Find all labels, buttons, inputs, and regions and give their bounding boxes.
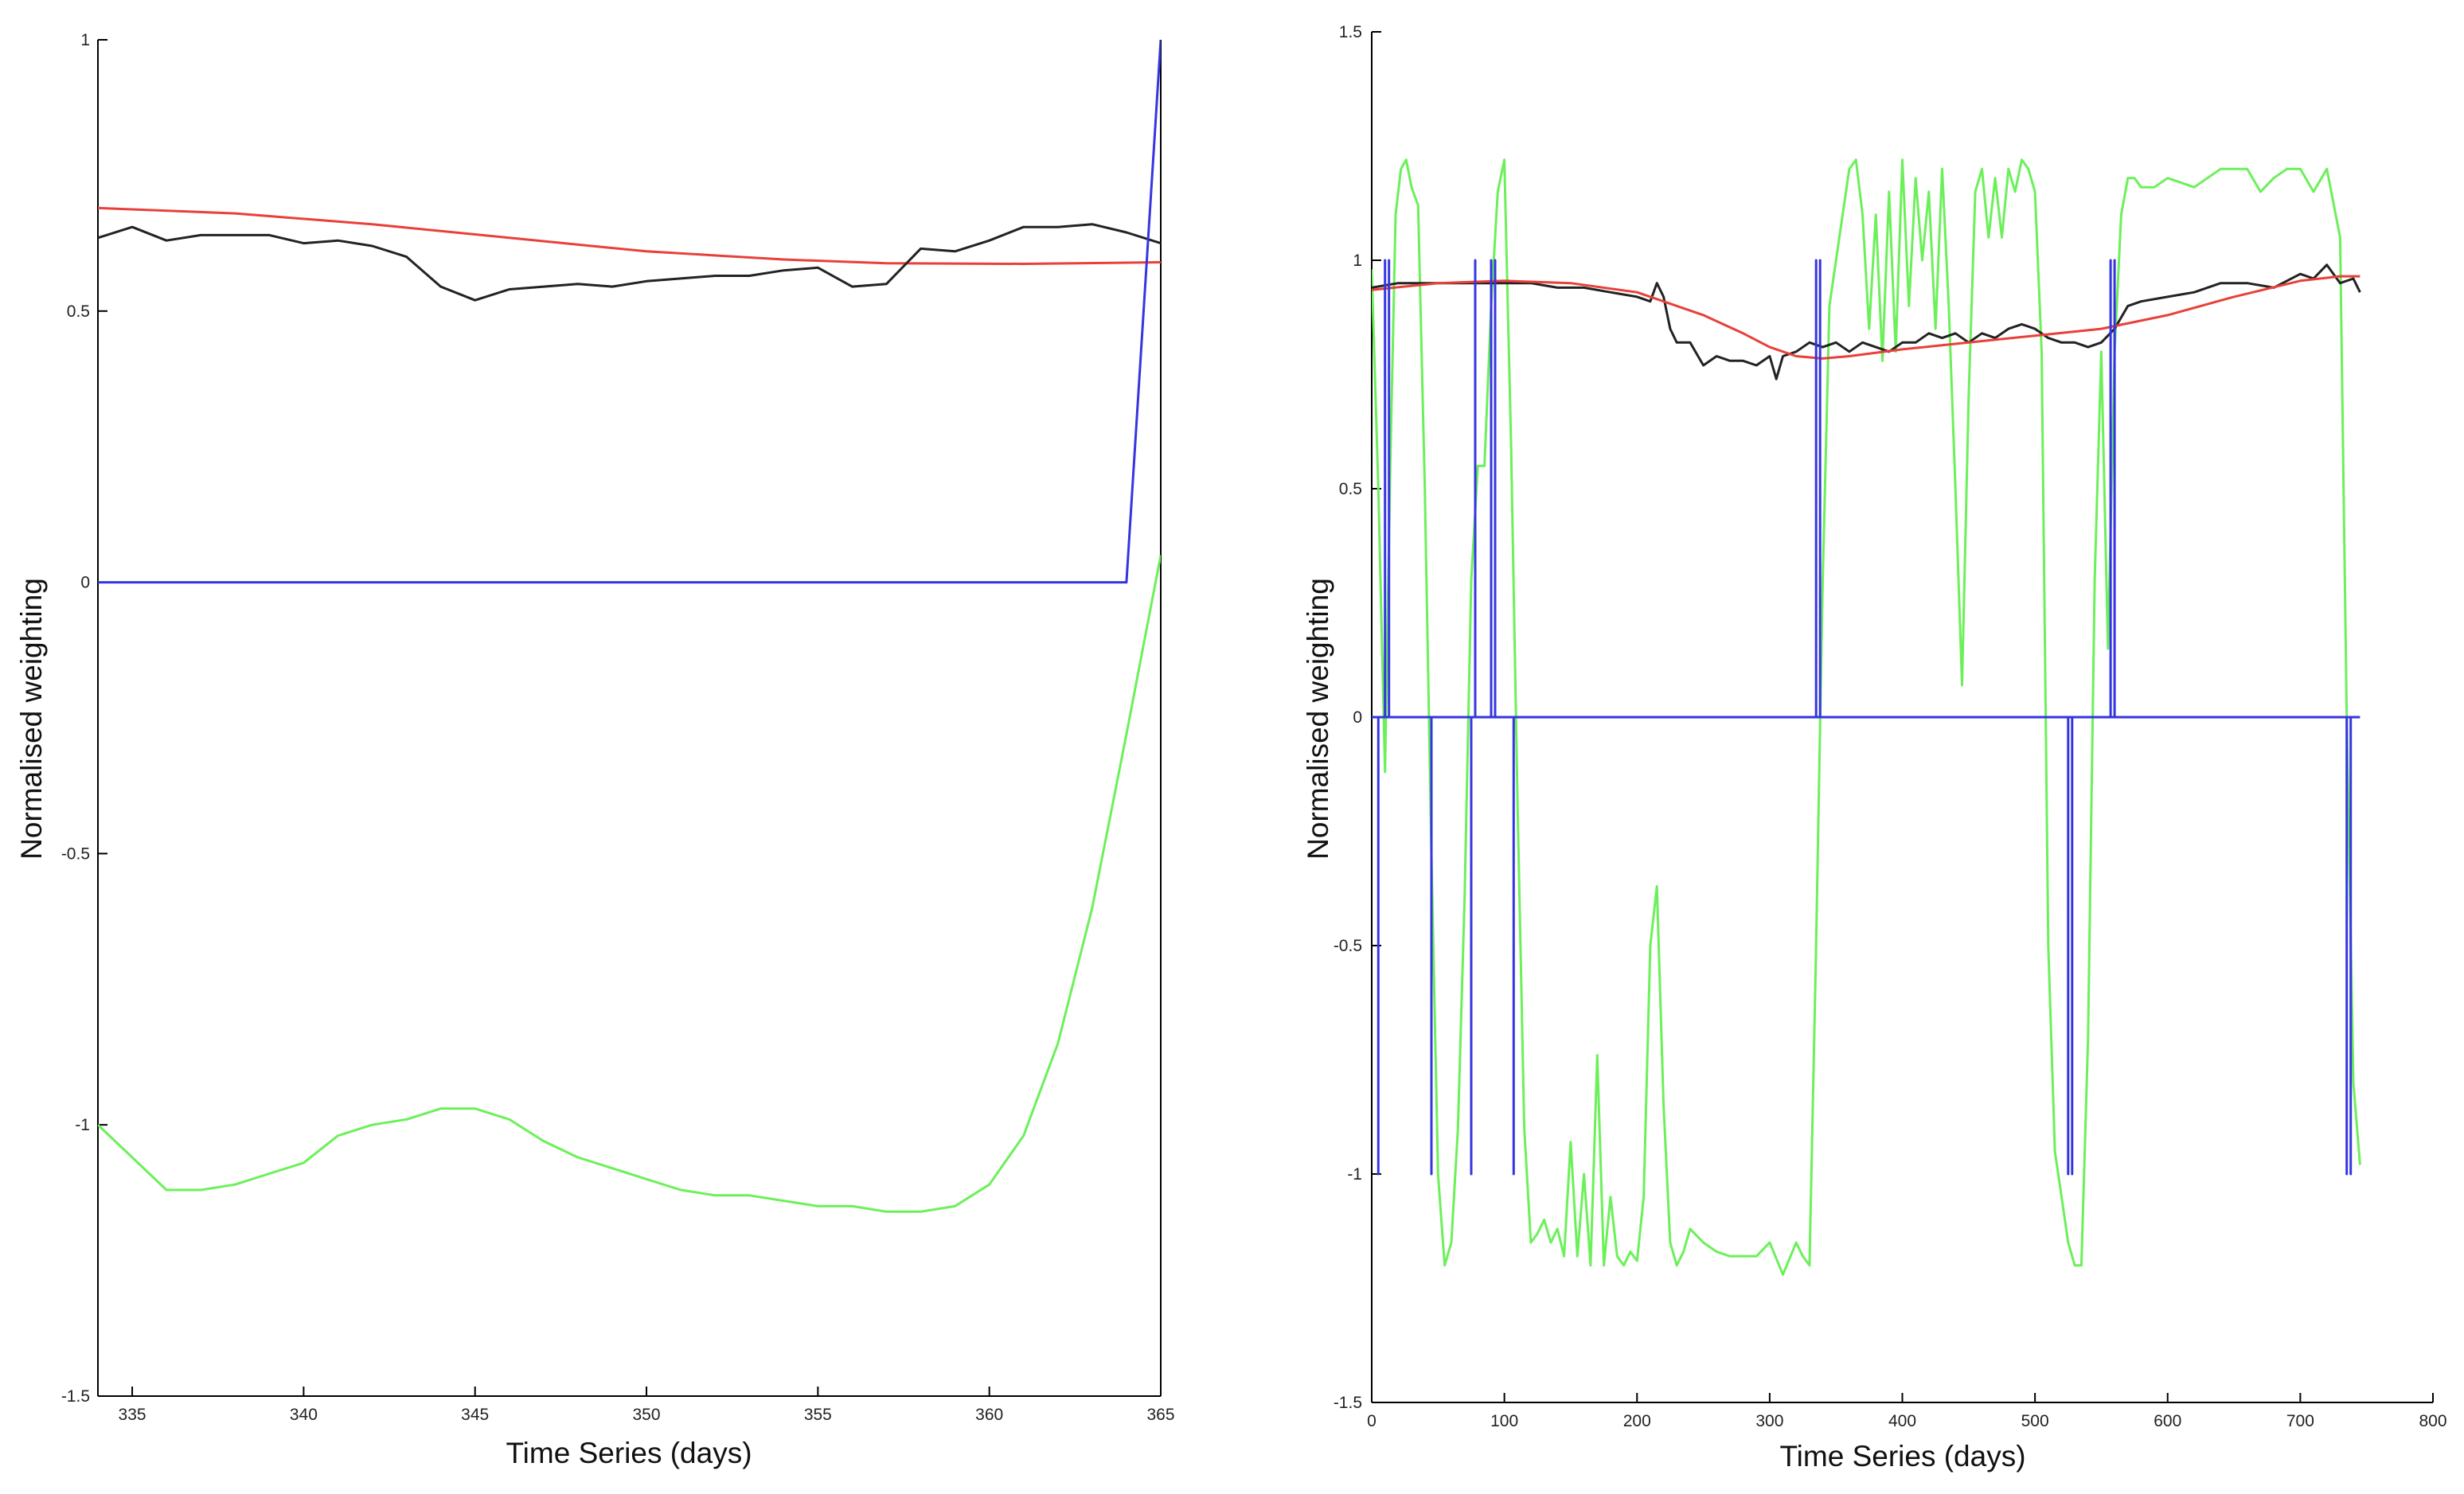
right-y-tick-label: 1 <box>1353 252 1362 270</box>
right-y-tick-label: 0 <box>1353 708 1362 727</box>
right-y-axis-label: Normalised weighting <box>1302 578 1334 860</box>
left-plot-area <box>97 40 1162 1397</box>
left-y-tick-label: 1 <box>80 31 90 49</box>
right-series-line-2 <box>1372 275 2361 360</box>
left-series-line-1 <box>98 223 1161 302</box>
left-series-line-2 <box>98 40 1161 584</box>
left-series-line-0 <box>98 206 1161 265</box>
right-x-tick-label: 100 <box>1490 1412 1518 1430</box>
left-x-tick-label: 335 <box>119 1406 146 1424</box>
right-ticks: 1.5 1 0.5 0 -0.5 -1 -1.5 0 100 200 300 400 500 600 700… <box>1334 23 2447 1430</box>
right-y-tick-label: 1.5 <box>1339 23 1362 41</box>
right-x-tick-label: 0 <box>1367 1412 1376 1430</box>
left-x-tick-label: 365 <box>1146 1406 1174 1424</box>
left-y-tick-label: -1 <box>75 1116 90 1134</box>
left-x-tick-label: 345 <box>461 1406 489 1424</box>
left-chart: 1 0.5 0 -0.5 -1 -1.5 335 340 345 350 355 360 365 Tim… <box>15 31 1175 1469</box>
left-series-line-3 <box>98 555 1161 1213</box>
left-y-tick-label: 0.5 <box>67 302 90 321</box>
right-x-axis-label: Time Series (days) <box>1779 1440 2025 1473</box>
left-ticks: 1 0.5 0 -0.5 -1 -1.5 335 340 345 350 355 360 365 <box>61 31 1175 1424</box>
left-x-tick-label: 350 <box>633 1406 661 1424</box>
left-x-tick-label: 360 <box>975 1406 1003 1424</box>
left-x-axis-label: Time Series (days) <box>506 1437 752 1469</box>
left-y-tick-label: -0.5 <box>61 845 90 863</box>
right-x-tick-label: 700 <box>2286 1412 2314 1430</box>
right-y-tick-label: -0.5 <box>1334 937 1362 955</box>
right-y-tick-label: -1.5 <box>1334 1394 1362 1412</box>
right-chart: 1.5 1 0.5 0 -0.5 -1 -1.5 0 100 200 300 400 500 600 700… <box>1302 23 2447 1473</box>
right-x-tick-label: 400 <box>1888 1412 1916 1430</box>
right-series-line-0 <box>1372 158 2361 1276</box>
left-y-tick-label: 0 <box>80 574 90 592</box>
right-x-tick-label: 600 <box>2154 1412 2181 1430</box>
left-y-axis-label: Normalised weighting <box>15 578 48 860</box>
right-x-tick-label: 300 <box>1755 1412 1783 1430</box>
right-series-line-3 <box>1372 259 2361 1176</box>
right-x-tick-label: 800 <box>2419 1412 2446 1430</box>
left-series <box>98 40 1161 1213</box>
left-x-tick-label: 340 <box>290 1406 318 1424</box>
right-x-tick-label: 500 <box>2021 1412 2049 1430</box>
left-y-tick-label: -1.5 <box>61 1387 90 1406</box>
left-x-tick-label: 355 <box>804 1406 832 1424</box>
right-series <box>1372 158 2361 1276</box>
right-y-tick-label: 0.5 <box>1339 480 1362 498</box>
right-y-tick-label: -1 <box>1347 1165 1362 1184</box>
right-x-tick-label: 200 <box>1623 1412 1651 1430</box>
right-series-line-1 <box>1372 263 2361 380</box>
